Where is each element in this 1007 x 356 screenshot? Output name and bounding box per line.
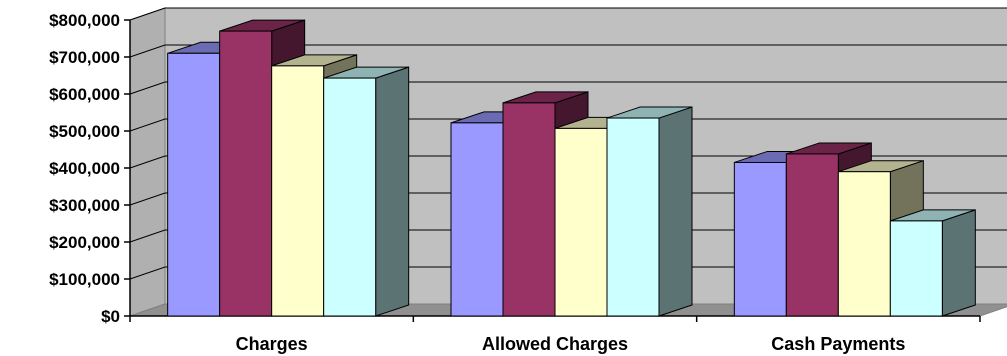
bar-1-3 — [606, 106, 693, 317]
y-tick-label: $600,000 — [49, 85, 120, 104]
gridline — [129, 155, 1007, 169]
bar-front — [733, 161, 787, 317]
gridline — [129, 81, 1007, 95]
bars — [167, 19, 976, 317]
x-axis-category-labels: Charges Allowed Charges Cash Payments — [236, 334, 906, 354]
bar-front — [554, 127, 608, 317]
gridline — [129, 44, 1007, 58]
y-tick-label: $500,000 — [49, 122, 120, 141]
gridline — [129, 266, 1007, 280]
y-tick-label: $100,000 — [49, 270, 120, 289]
x-category-label: Allowed Charges — [482, 334, 628, 354]
bar-side — [375, 66, 410, 317]
y-tick-label: $800,000 — [49, 11, 120, 30]
bar-front — [450, 122, 504, 317]
bar-front — [785, 153, 839, 317]
y-tick-label: $400,000 — [49, 159, 120, 178]
bar-front — [167, 52, 221, 317]
bar-side — [941, 209, 976, 317]
y-tick-label: $700,000 — [49, 48, 120, 67]
y-tick-label: $0 — [101, 307, 120, 326]
bar-front — [502, 102, 556, 317]
bar-front — [606, 117, 660, 317]
gridline — [129, 229, 1007, 243]
y-tick-label: $300,000 — [49, 196, 120, 215]
gridline — [129, 118, 1007, 132]
bar-front — [323, 77, 377, 317]
gridline — [129, 192, 1007, 206]
bar-front — [837, 171, 891, 317]
bar-2-3 — [889, 209, 976, 317]
x-category-label: Charges — [236, 334, 308, 354]
y-axis-tick-labels: $0 $100,000 $200,000 $300,000 $400,000 $500,0… — [49, 11, 120, 326]
bar-front — [219, 30, 273, 317]
gridline — [129, 7, 1007, 21]
gridlines — [129, 7, 1007, 280]
bar-front — [889, 220, 943, 317]
y-tick-label: $200,000 — [49, 233, 120, 252]
bar-side — [658, 106, 693, 317]
x-category-label: Cash Payments — [771, 334, 905, 354]
bar-front — [271, 65, 325, 317]
bar-0-3 — [323, 66, 410, 317]
